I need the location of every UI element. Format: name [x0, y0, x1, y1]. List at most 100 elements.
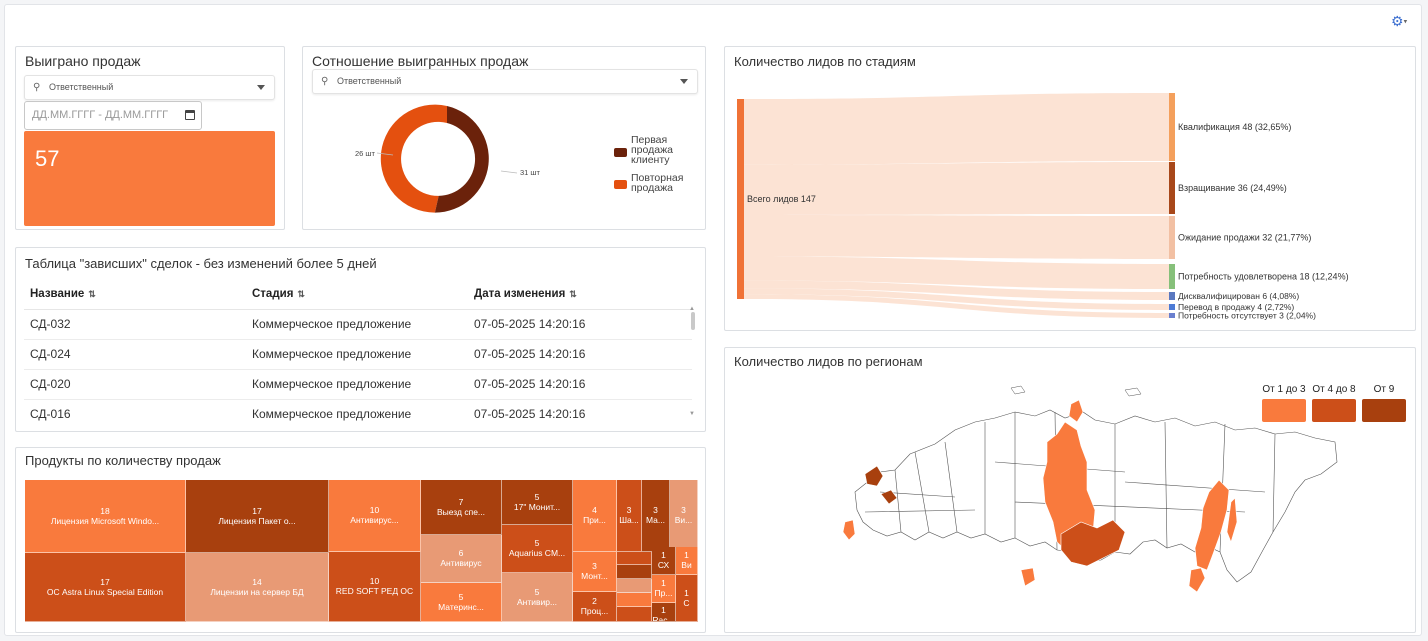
sankey-target-node[interactable]: [1169, 313, 1175, 318]
treemap-tile[interactable]: 4 При...: [573, 480, 617, 552]
table-row[interactable]: СД-024 Коммерческое предложение 07-05-2025…: [24, 339, 692, 370]
sankey-target-node[interactable]: [1169, 264, 1175, 289]
map-region-khabarovsk[interactable]: [1194, 479, 1230, 571]
sankey-source-node[interactable]: [737, 99, 744, 299]
map-region-south[interactable]: [842, 519, 856, 541]
treemap-tile[interactable]: 17 ОС Astra Linux Special Edition: [25, 553, 186, 622]
treemap-tile-small[interactable]: [617, 593, 652, 607]
sankey-target-node[interactable]: [1169, 216, 1175, 259]
treemap-tile[interactable]: 3 Ма...: [642, 480, 670, 552]
date-range-input[interactable]: ДД.ММ.ГГГГ - ДД.ММ.ГГГГ: [24, 101, 202, 130]
sankey-link[interactable]: [744, 294, 1169, 318]
treemap-tile[interactable]: 5 Антивир...: [502, 573, 573, 622]
treemap-tile[interactable]: 18 Лицензия Microsoft Windo...: [25, 480, 186, 553]
donut-leader-right: [500, 170, 518, 174]
map-region-irkutsk[interactable]: [1060, 519, 1126, 567]
ratio-responsible-filter[interactable]: ⚲ Ответственный: [312, 69, 698, 94]
map-region-primorye[interactable]: [1188, 567, 1206, 593]
donut-slice-repeat-sale[interactable]: [380, 104, 447, 213]
cell-stage: Коммерческое предложение: [252, 407, 412, 422]
treemap-tile-label: RED SOFT РЕД ОС: [335, 586, 414, 596]
treemap-tile-count: 10: [369, 505, 380, 515]
settings-gear-icon[interactable]: ⚙▾: [1391, 13, 1408, 29]
treemap-tile-small[interactable]: [617, 552, 652, 565]
sankey-link[interactable]: [744, 256, 1169, 289]
treemap-tile[interactable]: 17 Лицензия Пакет о...: [186, 480, 329, 553]
table-row[interactable]: СД-016 Коммерческое предложение 07-05-2025…: [24, 399, 692, 429]
responsible-filter[interactable]: ⚲ Ответственный: [24, 75, 275, 100]
sankey-target-node[interactable]: [1169, 162, 1175, 214]
treemap-tile[interactable]: 3 Монт...: [573, 552, 617, 592]
treemap-tile[interactable]: 10 Антивирус...: [329, 480, 421, 552]
sankey-link[interactable]: [744, 280, 1169, 300]
treemap-tile-count: 1: [684, 550, 689, 560]
treemap-tile[interactable]: 6 Антивирус: [421, 535, 502, 583]
map-legend-1-3[interactable]: От 1 до 3: [1262, 384, 1306, 422]
dashboard-frame: ⚙▾ Выиграно продаж ⚲ Ответственный ДД.ММ…: [4, 4, 1422, 636]
sankey-link[interactable]: [744, 214, 1169, 259]
map-region-taymyr[interactable]: [1068, 399, 1084, 423]
treemap-tile-small[interactable]: [617, 579, 652, 593]
treemap-tile[interactable]: 3 Ша...: [617, 480, 642, 552]
sankey-link[interactable]: [744, 288, 1169, 310]
treemap-tile-small[interactable]: [617, 607, 652, 622]
map-region-sakhalin[interactable]: [1226, 497, 1238, 543]
treemap-tile[interactable]: 10 RED SOFT РЕД ОС: [329, 552, 421, 622]
column-header-label: Стадия: [252, 287, 294, 300]
treemap-tile[interactable]: 14 Лицензии на сервер БД: [186, 553, 329, 622]
sankey-target-label: Потребность удовлетворена 18 (12,24%): [1178, 272, 1349, 282]
sankey-target-node[interactable]: [1169, 304, 1175, 310]
map-legend-4-8[interactable]: От 4 до 8: [1312, 384, 1356, 422]
map-region-altai[interactable]: [1020, 567, 1036, 587]
treemap-tile[interactable]: 3 Ви...: [670, 480, 698, 552]
treemap-tile[interactable]: 1 СХ: [652, 547, 676, 575]
column-header-label: Дата изменения: [474, 287, 566, 300]
treemap-tile-count: 3: [681, 505, 686, 515]
treemap-tile[interactable]: 7 Выезд спе...: [421, 480, 502, 535]
donut-slice-first-sale[interactable]: [434, 106, 489, 213]
treemap-tile[interactable]: 1 Ви: [676, 547, 698, 575]
sankey-target-label: Квалификация 48 (32,65%): [1178, 122, 1291, 132]
treemap-tile-label: Антивирус...: [350, 515, 399, 525]
sankey-link[interactable]: [744, 162, 1169, 215]
date-range-placeholder: ДД.ММ.ГГГГ - ДД.ММ.ГГГГ: [32, 109, 169, 121]
sankey-target-node[interactable]: [1169, 292, 1175, 300]
treemap-tile[interactable]: 5 17" Монит...: [502, 480, 573, 525]
treemap-tile[interactable]: 2 Проц...: [573, 592, 617, 622]
column-header-name[interactable]: Название ⇅: [24, 279, 246, 310]
stale-deals-title: Таблица "зависших" сделок - без изменени…: [25, 256, 377, 271]
treemap-tile[interactable]: 5 Aquarius CM...: [502, 525, 573, 573]
sankey-target-node[interactable]: [1169, 93, 1175, 161]
treemap-tile[interactable]: 1 Пр...: [652, 575, 676, 603]
treemap-tile-count: 7: [458, 496, 464, 507]
map-region-moscow[interactable]: [864, 465, 884, 487]
sort-icon[interactable]: ⇅: [297, 288, 305, 299]
sankey-target-label: Перевод в продажу 4 (2,72%): [1178, 302, 1294, 312]
treemap-tile-small[interactable]: [617, 565, 652, 579]
table-row[interactable]: СД-020 Коммерческое предложение 07-05-2025…: [24, 369, 692, 400]
map-legend-label: От 1 до 3: [1262, 384, 1306, 395]
scroll-up-icon[interactable]: ▲: [689, 306, 695, 312]
lead-stages-panel: Количество лидов по стадиям Квалификация…: [724, 46, 1416, 331]
column-header-date[interactable]: Дата изменения ⇅: [468, 279, 692, 310]
treemap-tile-label: Антивирус: [440, 558, 482, 568]
map-legend-9plus[interactable]: От 9: [1362, 384, 1406, 422]
sankey-link[interactable]: [744, 93, 1169, 165]
treemap-tile-count: 18: [100, 505, 110, 516]
column-header-stage[interactable]: Стадия ⇅: [246, 279, 468, 310]
treemap-tile-count: 1: [661, 550, 666, 560]
treemap-tile[interactable]: 1 Rac...: [652, 603, 676, 622]
treemap-tile-label: Rac...: [652, 615, 675, 622]
sort-icon[interactable]: ⇅: [88, 288, 96, 299]
sankey-target-label: Ожидание продажи 32 (21,77%): [1178, 233, 1311, 243]
treemap-tile-label: Ша...: [619, 515, 639, 525]
calendar-icon[interactable]: [185, 110, 195, 120]
scroll-down-icon[interactable]: ▼: [689, 411, 695, 417]
sort-icon[interactable]: ⇅: [569, 288, 577, 299]
treemap-tile[interactable]: 5 Материнс...: [421, 583, 502, 622]
table-scrollbar[interactable]: [691, 312, 695, 330]
map-region-central[interactable]: [880, 489, 898, 505]
lead-stages-sankey: Квалификация 48 (32,65%) Взращивание 36 (…: [737, 93, 1349, 321]
table-row[interactable]: СД-032 Коммерческое предложение 07-05-2025…: [24, 309, 692, 340]
